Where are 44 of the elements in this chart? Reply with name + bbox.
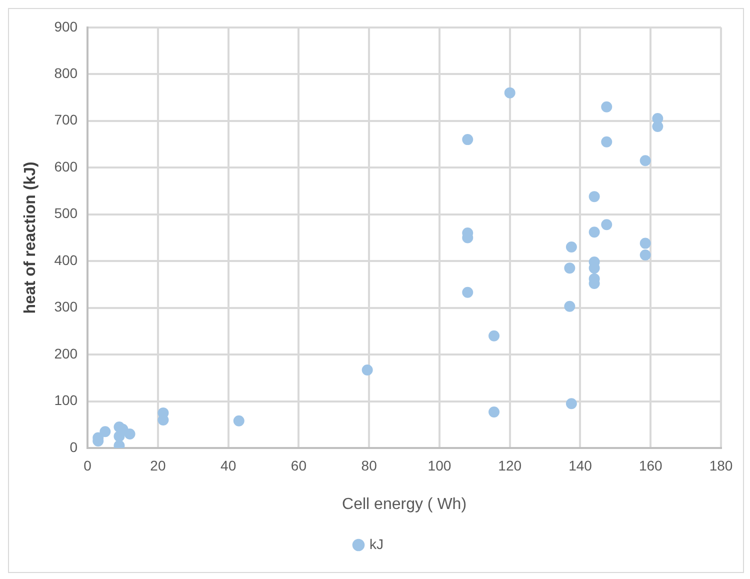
point xyxy=(462,134,474,146)
x-tick-label: 80 xyxy=(361,457,378,474)
point xyxy=(564,300,576,312)
point xyxy=(601,219,612,230)
y-tick-label: 0 xyxy=(70,438,78,455)
point xyxy=(640,238,651,249)
point xyxy=(601,136,612,148)
point xyxy=(566,242,577,253)
x-axis-title: Cell energy ( Wh) xyxy=(342,496,467,513)
point xyxy=(488,406,500,418)
legend-label: kJ xyxy=(370,536,384,552)
x-tick-label: 40 xyxy=(220,457,236,474)
x-tick-label: 100 xyxy=(428,457,452,474)
point xyxy=(233,415,244,426)
y-tick-label: 400 xyxy=(54,252,78,268)
y-tick-label: 600 xyxy=(54,158,78,174)
x-tick-label: 60 xyxy=(290,457,307,474)
point xyxy=(601,101,612,112)
y-axis-title: heat of reaction (kJ) xyxy=(22,162,40,314)
point xyxy=(504,87,516,98)
point xyxy=(588,191,600,202)
y-tick-label: 500 xyxy=(54,205,78,222)
point xyxy=(488,330,500,342)
x-tick-label: 120 xyxy=(498,457,522,474)
point xyxy=(588,226,600,238)
x-tick-label: 180 xyxy=(709,457,733,474)
y-tick-label: 100 xyxy=(54,392,78,408)
point xyxy=(564,262,576,274)
point xyxy=(100,426,111,438)
y-tick-label: 700 xyxy=(54,112,78,128)
point xyxy=(124,428,136,440)
point xyxy=(566,398,577,410)
x-tick-label: 0 xyxy=(84,457,92,474)
x-tick-label: 160 xyxy=(638,457,663,474)
y-tick-label: 900 xyxy=(54,18,78,34)
y-tick-label: 300 xyxy=(54,298,78,315)
point xyxy=(640,249,651,260)
y-tick-label: 200 xyxy=(54,345,78,362)
point xyxy=(462,286,474,298)
y-tick-label: 800 xyxy=(54,64,78,81)
x-tick-label: 140 xyxy=(568,457,592,474)
x-tick-label: 20 xyxy=(150,457,166,474)
point xyxy=(362,364,373,376)
point xyxy=(640,155,651,166)
